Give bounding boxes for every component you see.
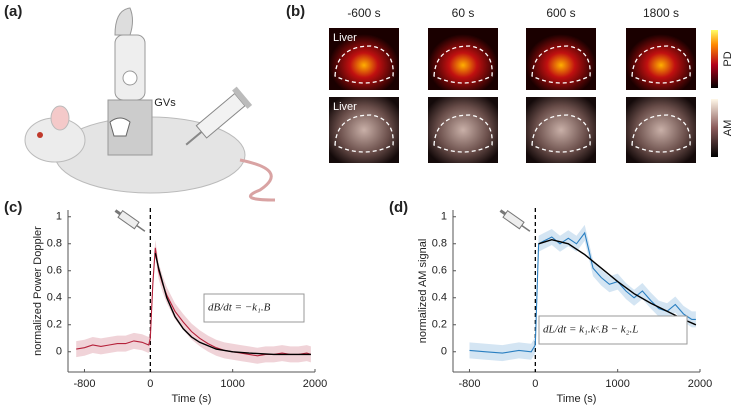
syringe-label: GVs [154,97,176,109]
equation-box [538,315,688,345]
x-axis-label: Time (s) [172,393,212,405]
y-axis-label: normalized AM signal [417,239,429,344]
liver-outline [433,45,493,84]
equation: dB/dt = −k₁.B [208,302,271,314]
equation: dL/dt = k₁.kᶜ.B − k₂.L [543,324,638,336]
ultrasound-image [428,97,498,163]
y-tick-label: 1 [56,211,62,223]
syringe-needle [136,224,146,232]
liver-outline [433,114,493,153]
colorbar [711,30,718,88]
x-axis-label: Time (s) [557,393,597,405]
y-tick-label: 0.2 [47,319,62,331]
y-tick-label: 1 [441,211,447,223]
ultrasound-image [329,28,399,90]
colorbar-label: PD [722,51,734,66]
x-tick-label: 1000 [220,378,244,390]
x-tick-label: 2000 [303,378,327,390]
panel-label: (a) [4,3,22,20]
time-label: 600 s [546,6,575,20]
x-tick-label: 1000 [605,378,629,390]
y-tick-label: 0.6 [432,265,447,277]
mouse-illustration [24,7,276,202]
panel-label: (b) [286,3,305,20]
liver-outline [334,114,394,153]
organ-label: Liver [333,101,357,113]
y-tick-label: 0.2 [432,319,447,331]
y-tick-label: 0.4 [432,292,447,304]
liver-outline [334,45,394,84]
ultrasound-image [329,97,399,163]
y-axis-label: normalized Power Doppler [32,226,44,356]
syringe-icon [114,209,146,232]
equation-box [203,293,305,323]
y-tick-label: 0 [56,346,62,358]
x-tick-label: -800 [73,378,95,390]
ultrasound-image [526,97,596,163]
data-line [538,238,697,326]
colorbar [711,99,718,157]
time-label: 60 s [452,6,475,20]
ultrasound-image [526,28,596,90]
syringe-needle [521,224,531,232]
y-tick-label: 0.6 [47,265,62,277]
syringe-plunger [114,209,122,216]
y-tick-label: 0.8 [432,238,447,250]
liver-outline [531,45,591,84]
x-tick-label: 2000 [688,378,712,390]
syringe-body [117,210,140,230]
data-line [154,253,311,356]
panel-label: (c) [4,199,22,216]
organ-label: Liver [333,32,357,44]
ultrasound-image [626,28,696,90]
y-tick-label: 0.4 [47,292,62,304]
liver-outline [631,45,691,84]
colorbar-label: AM [722,120,734,137]
x-tick-label: -800 [458,378,480,390]
x-tick-label: 0 [147,378,153,390]
time-label: 1800 s [643,6,679,20]
syringe-plunger [499,209,507,216]
error-band [469,224,696,362]
liver-outline [531,114,591,153]
y-tick-label: 0.8 [47,238,62,250]
panel-label: (d) [389,199,408,216]
x-tick-label: 0 [532,378,538,390]
ultrasound-image [626,97,696,163]
y-tick-label: 0 [441,346,447,358]
liver-outline [631,114,691,153]
syringe-body [502,210,525,230]
ultrasound-image [428,28,498,90]
syringe-icon [499,209,531,232]
time-label: -600 s [347,6,380,20]
